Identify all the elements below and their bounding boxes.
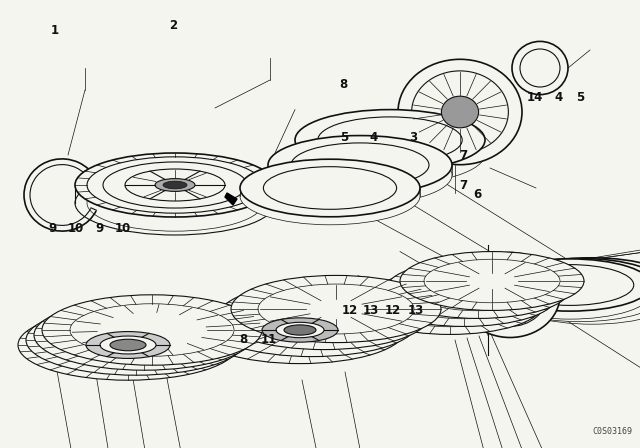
Text: 10: 10	[67, 222, 84, 235]
Ellipse shape	[125, 169, 225, 201]
Ellipse shape	[497, 258, 640, 312]
Text: 12: 12	[342, 303, 358, 317]
Ellipse shape	[400, 252, 584, 310]
Text: C0S03169: C0S03169	[592, 427, 632, 436]
Ellipse shape	[207, 289, 417, 357]
Ellipse shape	[520, 49, 560, 87]
Ellipse shape	[70, 304, 234, 356]
Ellipse shape	[442, 96, 479, 128]
Ellipse shape	[195, 297, 405, 364]
Ellipse shape	[358, 276, 542, 335]
Text: 12: 12	[385, 303, 401, 317]
Ellipse shape	[488, 259, 640, 311]
Text: 14: 14	[526, 91, 543, 104]
Ellipse shape	[268, 136, 452, 194]
Ellipse shape	[163, 181, 187, 189]
Ellipse shape	[506, 265, 634, 306]
Ellipse shape	[240, 167, 420, 225]
Text: 13: 13	[408, 303, 424, 317]
Ellipse shape	[87, 175, 263, 231]
Text: 6: 6	[474, 188, 481, 202]
Ellipse shape	[86, 332, 170, 358]
Text: 4: 4	[554, 91, 562, 104]
Ellipse shape	[262, 318, 338, 342]
Ellipse shape	[18, 310, 238, 380]
Ellipse shape	[460, 253, 560, 337]
Ellipse shape	[507, 258, 640, 312]
Ellipse shape	[246, 291, 402, 341]
Ellipse shape	[386, 259, 570, 319]
Ellipse shape	[87, 157, 263, 213]
Ellipse shape	[398, 59, 522, 165]
Text: 8: 8	[239, 333, 247, 346]
Ellipse shape	[103, 162, 247, 208]
Ellipse shape	[234, 298, 390, 348]
Polygon shape	[225, 193, 237, 205]
Ellipse shape	[412, 71, 508, 153]
Ellipse shape	[110, 339, 146, 351]
Ellipse shape	[42, 295, 262, 365]
Ellipse shape	[488, 267, 640, 319]
Ellipse shape	[473, 263, 547, 327]
Ellipse shape	[231, 276, 441, 343]
Ellipse shape	[318, 117, 462, 163]
Ellipse shape	[34, 300, 254, 370]
Ellipse shape	[75, 153, 275, 217]
Ellipse shape	[410, 267, 546, 311]
Ellipse shape	[284, 325, 316, 335]
Ellipse shape	[258, 284, 414, 334]
Text: 11: 11	[260, 333, 277, 346]
Ellipse shape	[62, 309, 226, 361]
Text: 10: 10	[115, 222, 131, 235]
Ellipse shape	[46, 319, 210, 371]
Text: 7: 7	[460, 149, 467, 163]
Ellipse shape	[527, 264, 640, 306]
Ellipse shape	[382, 283, 518, 327]
Ellipse shape	[396, 275, 532, 319]
Text: 2: 2	[169, 19, 177, 33]
Ellipse shape	[264, 167, 397, 209]
Ellipse shape	[26, 305, 246, 375]
Ellipse shape	[512, 41, 568, 95]
Text: 13: 13	[363, 303, 380, 317]
Ellipse shape	[291, 143, 429, 187]
Ellipse shape	[497, 268, 640, 322]
Ellipse shape	[295, 110, 485, 170]
Ellipse shape	[295, 124, 485, 185]
Ellipse shape	[372, 267, 556, 327]
Text: 5: 5	[576, 91, 584, 104]
Ellipse shape	[495, 282, 525, 308]
Ellipse shape	[424, 259, 560, 303]
Text: 9: 9	[95, 222, 103, 235]
Text: 3: 3	[409, 131, 417, 145]
Ellipse shape	[155, 179, 195, 191]
Text: 5: 5	[340, 131, 348, 145]
Ellipse shape	[507, 270, 640, 324]
Ellipse shape	[240, 159, 420, 217]
Ellipse shape	[268, 146, 452, 204]
Text: 9: 9	[49, 222, 56, 235]
Ellipse shape	[54, 314, 218, 366]
Ellipse shape	[100, 336, 156, 354]
Ellipse shape	[276, 322, 324, 338]
Text: 4: 4	[369, 131, 377, 145]
Ellipse shape	[75, 171, 275, 235]
Text: 7: 7	[460, 179, 467, 193]
Ellipse shape	[219, 282, 429, 349]
Text: 1: 1	[51, 24, 58, 37]
Text: 8: 8	[339, 78, 347, 91]
Ellipse shape	[515, 264, 640, 306]
Ellipse shape	[222, 305, 378, 355]
